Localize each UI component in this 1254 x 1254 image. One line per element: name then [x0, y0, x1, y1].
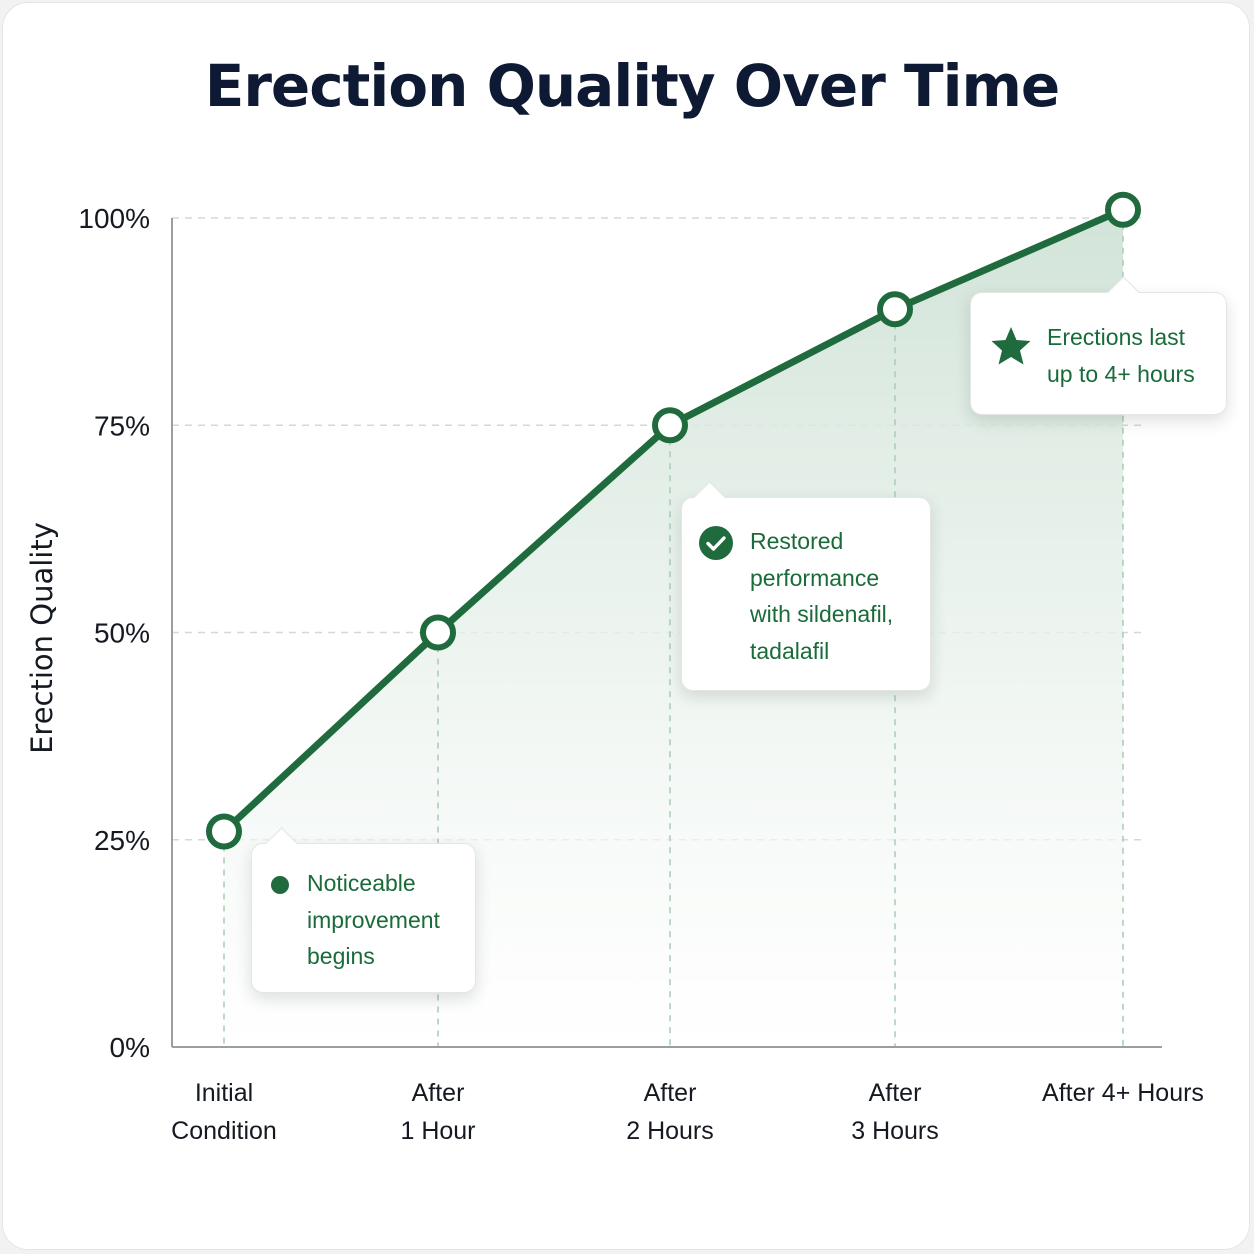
annotation-callout-restored: Restored performance with sildenafil, ta… [681, 497, 931, 691]
dot-icon [270, 875, 290, 900]
y-tick-label: 75% [94, 410, 150, 441]
annotation-text: Restored performance with sildenafil, ta… [750, 528, 894, 664]
annotation-callout-improvement: Noticeable improvement begins [251, 843, 476, 993]
x-tick-label: After 4+ Hours [1042, 1079, 1204, 1107]
x-tick-label: Initial Condition [171, 1079, 277, 1145]
x-tick-label: After 2 Hours [626, 1079, 714, 1145]
area-fill [224, 209, 1123, 1047]
data-point [877, 291, 913, 328]
data-point [652, 407, 688, 444]
data-point [420, 614, 456, 651]
y-axis-label: Erection Quality [25, 522, 59, 754]
star-icon [990, 326, 1032, 371]
x-tick-label: After 3 Hours [851, 1079, 939, 1145]
annotation-text: Erections last up to 4+ hours [1047, 324, 1195, 387]
y-tick-label: 100% [78, 203, 150, 234]
chart-title: Erection Quality Over Time [204, 52, 1061, 120]
y-tick-label: 25% [94, 825, 150, 856]
y-tick-label: 0% [110, 1032, 150, 1063]
x-tick-label: After 1 Hour [400, 1079, 475, 1145]
y-tick-label: 50% [94, 618, 150, 649]
annotation-text: Noticeable improvement begins [307, 870, 440, 969]
check-circle-icon [698, 525, 734, 566]
annotation-callout-duration: Erections last up to 4+ hours [970, 292, 1227, 415]
data-point [206, 813, 242, 850]
data-point [1105, 191, 1141, 228]
